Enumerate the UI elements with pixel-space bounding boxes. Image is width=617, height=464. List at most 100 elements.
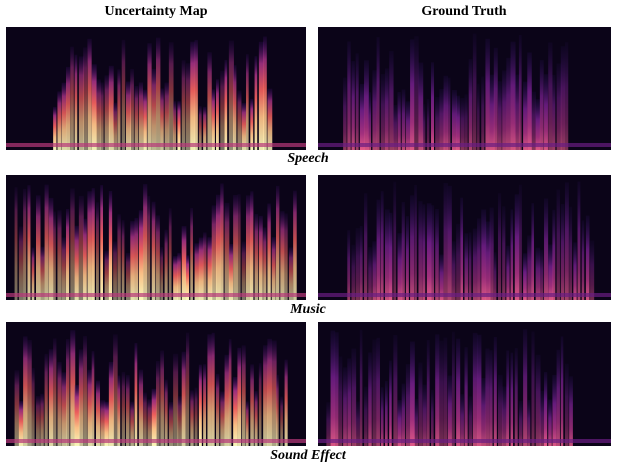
spectrogram-band: [493, 336, 497, 446]
spectrogram-band: [250, 98, 254, 150]
spectrogram-band: [276, 185, 280, 300]
spectrogram-band: [518, 184, 522, 300]
spectrogram-band: [506, 350, 510, 446]
spectrogram-band: [359, 329, 363, 446]
spectrogram-band: [334, 332, 339, 446]
spectrogram-band: [31, 247, 35, 300]
spectrogram-band: [48, 197, 54, 300]
spectrogram-band: [422, 384, 427, 446]
spectrogram-band: [560, 203, 565, 300]
spectrogram-band: [147, 196, 151, 300]
spectrogram-band: [443, 183, 448, 300]
spectrogram-band: [347, 230, 351, 300]
spectrogram-band: [372, 70, 377, 150]
spectrogram-band: [410, 341, 415, 446]
spectrogram-band: [527, 399, 531, 446]
spectrogram-band: [31, 367, 35, 446]
spectrogram-band: [156, 361, 160, 446]
spectrogram-band: [364, 386, 368, 446]
spectrogram-band: [181, 351, 186, 446]
spectrogram-band: [426, 340, 430, 446]
spectrogram-band: [380, 191, 384, 300]
spectrogram-band: [523, 253, 527, 300]
spectrogram: [318, 27, 611, 151]
spectrogram-band: [237, 194, 241, 300]
spectrogram-band: [456, 95, 460, 150]
spectrogram-band: [40, 246, 45, 300]
spectrogram-band: [151, 201, 156, 300]
spectrogram-band: [489, 74, 495, 150]
spectrogram-band: [347, 358, 352, 446]
spectrogram-band: [276, 374, 279, 446]
spectrogram-band: [134, 86, 139, 150]
spectrogram-band: [284, 213, 288, 300]
spectrogram-band: [96, 79, 101, 150]
spectrogram-band: [364, 60, 369, 150]
spectrogram-band: [83, 47, 88, 150]
spectrogram-band: [130, 221, 135, 300]
spectrogram-band: [220, 183, 224, 300]
spectrogram-band: [531, 203, 535, 300]
spectrogram-band: [514, 194, 520, 300]
spectrogram-band: [151, 388, 157, 446]
spectrogram-band: [190, 390, 194, 446]
spectrogram-band: [70, 330, 76, 446]
spectrogram-band: [485, 221, 491, 300]
spectrogram-band: [44, 184, 49, 300]
spectrogram-band: [263, 36, 267, 150]
spectrogram-band: [138, 210, 144, 300]
spectrogram-band: [177, 396, 182, 446]
spectrogram-band: [203, 106, 207, 150]
spectrogram-band: [143, 392, 147, 446]
spectrogram-band: [66, 209, 70, 300]
spectrogram-band: [514, 74, 520, 150]
spectrogram-band: [527, 52, 532, 150]
spectrogram-band: [426, 98, 430, 150]
spectrogram-band: [91, 351, 95, 446]
spectrogram-band: [523, 81, 528, 150]
spectrogram-band: [393, 334, 398, 446]
spectrogram-band: [460, 197, 464, 300]
spectrogram-band: [100, 185, 104, 300]
spectrogram-band: [384, 380, 388, 446]
spectrogram-band: [181, 226, 187, 300]
spectrogram-band: [330, 330, 336, 446]
spectrogram: [318, 175, 611, 300]
spectrogram-band: [401, 383, 406, 446]
spectrogram-band: [431, 62, 435, 150]
spectrogram-band: [250, 191, 254, 300]
spectrogram-band: [130, 401, 134, 446]
spectrogram-band: [66, 66, 71, 150]
spectrogram-band: [531, 331, 535, 446]
spectrogram-band: [389, 360, 392, 446]
spectrogram-band: [468, 59, 473, 151]
spectrogram-band: [18, 401, 24, 446]
spectrogram-band: [569, 206, 573, 300]
spectrogram-band: [451, 241, 456, 300]
spectrogram-band: [126, 375, 130, 446]
spectrogram-band: [485, 348, 490, 446]
spectrogram-band: [368, 92, 372, 150]
spectrogram-band: [258, 215, 263, 300]
spectrogram-band: [410, 39, 415, 150]
spectrogram-floor: [318, 293, 611, 297]
spectrogram-band: [53, 211, 56, 300]
spectrogram-band: [267, 88, 273, 150]
spectrogram-band: [443, 337, 448, 446]
spectrogram-band: [468, 396, 473, 446]
spectrogram-band: [121, 371, 126, 446]
spectrogram-band: [100, 82, 104, 150]
spectrogram-band: [177, 101, 181, 150]
spectrogram-band: [216, 194, 221, 300]
spectrogram-band: [372, 339, 378, 446]
spectrogram-band: [14, 370, 20, 446]
spectrogram-band: [518, 401, 523, 446]
spectrogram: [6, 322, 306, 446]
spectrogram-band: [431, 389, 434, 446]
spectrogram-band: [372, 241, 377, 300]
spectrogram-band: [343, 77, 347, 150]
spectrogram-band: [577, 181, 581, 300]
spectrogram-band: [460, 97, 465, 150]
spectrogram-band: [397, 233, 403, 300]
spectrogram-band: [100, 400, 106, 446]
